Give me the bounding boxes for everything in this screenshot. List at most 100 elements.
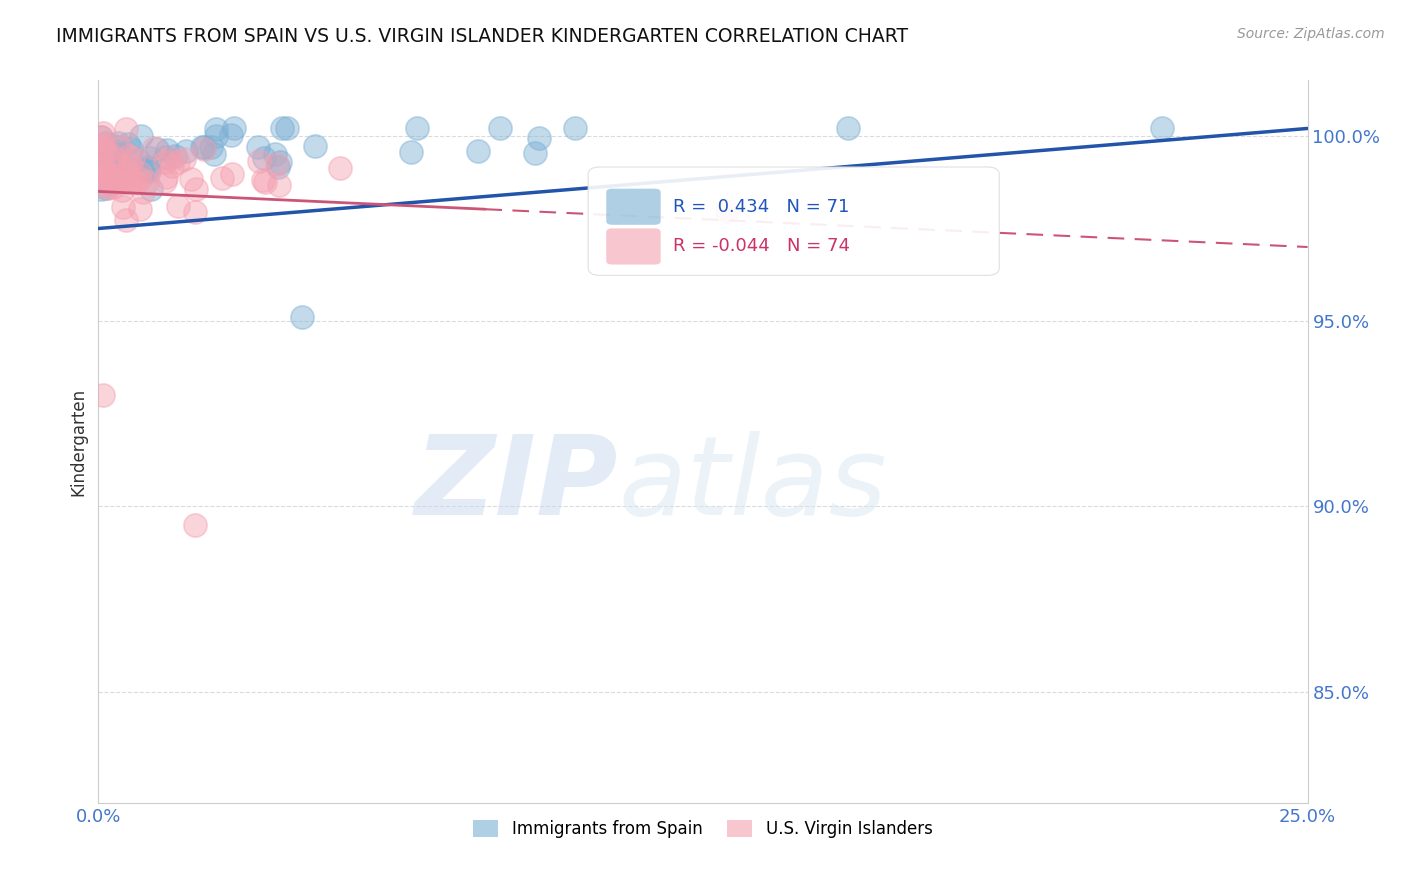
Point <box>108 172 131 186</box>
Point <box>91 126 114 140</box>
Point <box>127 153 149 168</box>
Point <box>193 142 215 156</box>
Point <box>166 155 188 169</box>
Point <box>329 161 352 175</box>
Point <box>269 155 291 169</box>
Point <box>139 182 162 196</box>
Point <box>219 128 242 142</box>
Point <box>94 145 117 159</box>
Point <box>155 150 177 164</box>
Point <box>108 158 131 172</box>
Point <box>111 200 134 214</box>
Point <box>105 160 128 174</box>
Point <box>202 146 225 161</box>
Text: ZIP: ZIP <box>415 432 619 539</box>
Point <box>97 170 120 185</box>
Point <box>173 152 195 166</box>
Text: Source: ZipAtlas.com: Source: ZipAtlas.com <box>1237 27 1385 41</box>
Point <box>193 140 215 154</box>
Point <box>101 165 124 179</box>
Point <box>101 179 124 194</box>
Point <box>266 157 288 171</box>
Point <box>253 175 276 189</box>
Point <box>108 165 131 179</box>
Point <box>155 170 177 185</box>
Point <box>91 167 114 181</box>
Point <box>97 145 120 159</box>
Point <box>488 121 510 136</box>
Text: atlas: atlas <box>619 432 887 539</box>
Point <box>222 121 245 136</box>
Point <box>111 183 134 197</box>
Point <box>135 162 157 177</box>
Point <box>108 141 131 155</box>
Point <box>94 181 117 195</box>
Point <box>290 310 312 325</box>
Point <box>90 171 112 186</box>
Point <box>104 176 127 190</box>
Point <box>399 145 422 159</box>
Point <box>91 160 114 174</box>
Point <box>190 140 212 154</box>
Point <box>167 199 190 213</box>
Point <box>117 136 139 151</box>
Point <box>125 175 148 189</box>
Point <box>118 161 141 176</box>
Point <box>184 517 207 532</box>
Point <box>94 138 117 153</box>
Point <box>112 175 135 189</box>
Point <box>94 171 117 186</box>
Point <box>114 213 136 227</box>
Point <box>90 129 112 144</box>
Point <box>101 169 124 184</box>
Point <box>129 166 152 180</box>
Point <box>205 128 228 143</box>
Point <box>204 122 226 136</box>
Point <box>135 175 157 189</box>
Point <box>253 152 276 166</box>
Point <box>837 121 859 136</box>
Point <box>90 129 112 144</box>
Point <box>180 172 202 186</box>
Point <box>103 139 125 153</box>
Text: R = -0.044   N = 74: R = -0.044 N = 74 <box>672 237 849 255</box>
Point <box>221 168 243 182</box>
Point <box>93 160 115 174</box>
FancyBboxPatch shape <box>606 189 661 225</box>
Point <box>117 149 139 163</box>
Point <box>90 178 112 192</box>
Point <box>247 154 270 169</box>
FancyBboxPatch shape <box>606 228 661 265</box>
Point <box>91 388 114 402</box>
Point <box>118 175 141 189</box>
Point <box>93 141 115 155</box>
Point <box>100 168 122 182</box>
Point <box>91 156 114 170</box>
Point <box>159 151 181 165</box>
Point <box>122 151 145 165</box>
Point <box>90 169 112 183</box>
Point <box>1152 121 1174 136</box>
Point <box>160 159 183 173</box>
Point <box>104 151 127 165</box>
Point <box>176 144 198 158</box>
Point <box>211 171 233 186</box>
Point <box>91 140 114 154</box>
Point <box>146 142 169 156</box>
Point <box>107 136 129 151</box>
Point <box>132 185 155 199</box>
Point <box>96 157 118 171</box>
Point <box>136 162 159 177</box>
Text: IMMIGRANTS FROM SPAIN VS U.S. VIRGIN ISLANDER KINDERGARTEN CORRELATION CHART: IMMIGRANTS FROM SPAIN VS U.S. VIRGIN ISL… <box>56 27 908 45</box>
Point <box>304 138 326 153</box>
Point <box>564 121 586 136</box>
Point <box>128 171 150 186</box>
Point <box>184 205 207 219</box>
Point <box>90 150 112 164</box>
Point <box>90 149 112 163</box>
Point <box>527 131 550 145</box>
Point <box>716 204 738 219</box>
Point <box>156 143 179 157</box>
Point <box>115 122 138 136</box>
Point <box>165 149 187 163</box>
